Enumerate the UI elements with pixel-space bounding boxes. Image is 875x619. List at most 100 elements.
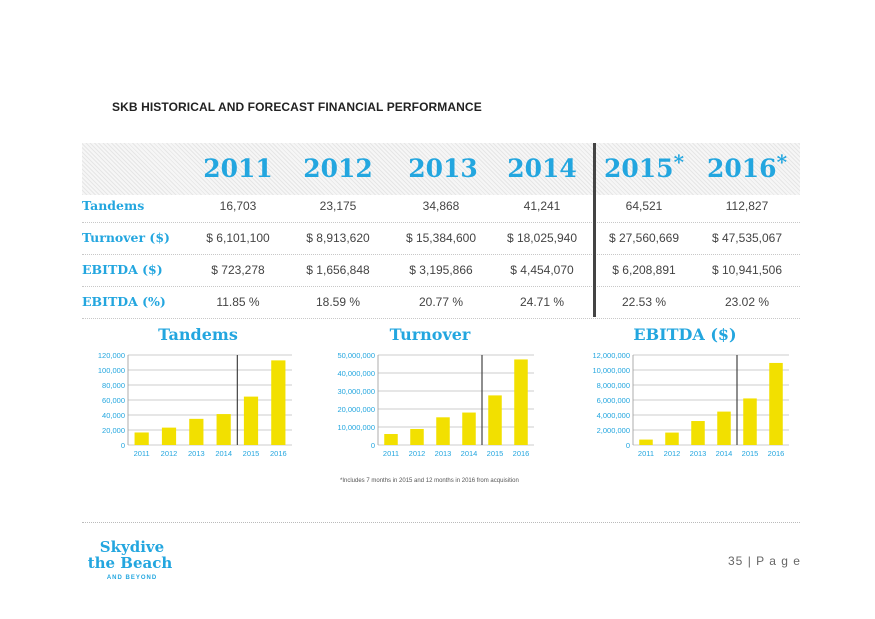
y-tick-label: 0: [626, 441, 630, 450]
row-label: Turnover ($): [82, 222, 170, 254]
turnover-chart: Turnover 0 10,000,000 20,000,000 30,000,000…: [330, 325, 530, 465]
table-cell: $ 4,454,070: [492, 254, 592, 286]
table-cell: $ 6,208,891: [594, 254, 694, 286]
logo-line2: the Beach: [88, 554, 173, 572]
y-tick-label: 8,000,000: [597, 381, 630, 390]
table-row: EBITDA ($) $ 723,278 $ 1,656,848 $ 3,195…: [82, 254, 800, 287]
table-cell: $ 723,278: [188, 254, 288, 286]
turnover-chart-plot: 0 10,000,000 20,000,000 30,000,000 40,000,00…: [330, 351, 540, 465]
year-header: 2015*: [594, 143, 694, 195]
table-cell: $ 18,025,940: [492, 222, 592, 254]
y-tick-label: 50,000,000: [337, 351, 375, 360]
chart-title: Tandems: [98, 325, 298, 344]
table-cell: 22.53 %: [594, 286, 694, 318]
y-tick-label: 0: [371, 441, 375, 450]
table-row: Tandems 16,703 23,175 34,868 41,241 64,5…: [82, 190, 800, 223]
forecast-mark: *: [674, 150, 684, 174]
year-header: 2014: [492, 143, 592, 195]
x-tick-label: 2012: [409, 449, 426, 458]
x-tick-label: 2015: [742, 449, 759, 458]
x-tick-label: 2013: [690, 449, 707, 458]
bottom-rule: [82, 522, 800, 523]
y-tick-label: 30,000,000: [337, 387, 375, 396]
year-label: 2011: [203, 154, 273, 183]
y-tick-label: 0: [121, 441, 125, 450]
table-cell: 18.59 %: [288, 286, 388, 318]
y-tick-label: 100,000: [98, 366, 125, 375]
table-cell: 34,868: [388, 190, 494, 222]
year-header: 2011: [188, 143, 288, 195]
bar-2015: [743, 398, 757, 445]
y-tick-label: 60,000: [102, 396, 125, 405]
x-tick-label: 2011: [134, 449, 150, 458]
y-tick-label: 4,000,000: [597, 411, 630, 420]
logo-line3: AND BEYOND: [107, 575, 157, 581]
y-tick-label: 20,000,000: [337, 405, 375, 414]
year-header: 2012: [288, 143, 388, 195]
row-label: Tandems: [82, 190, 144, 222]
x-tick-label: 2016: [270, 449, 287, 458]
forecast-divider: [593, 143, 596, 317]
x-tick-label: 2016: [513, 449, 530, 458]
year-label: 2012: [303, 154, 373, 183]
page-number: 35 | P a g e: [728, 554, 801, 568]
table-cell: 11.85 %: [188, 286, 288, 318]
y-tick-label: 10,000,000: [592, 366, 630, 375]
table-cell: 64,521: [594, 190, 694, 222]
forecast-mark: *: [777, 150, 787, 174]
table-cell: 16,703: [188, 190, 288, 222]
y-tick-label: 120,000: [98, 351, 125, 360]
page-number-value: 35: [728, 554, 743, 568]
table-cell: $ 1,656,848: [288, 254, 388, 286]
bar-2011: [384, 434, 398, 445]
bar-2014: [462, 413, 476, 445]
table-cell: 23,175: [288, 190, 388, 222]
bar-2014: [217, 414, 231, 445]
table-cell: 23.02 %: [694, 286, 800, 318]
x-tick-label: 2015: [487, 449, 504, 458]
bar-2013: [691, 421, 705, 445]
y-tick-label: 10,000,000: [337, 423, 375, 432]
x-tick-label: 2016: [768, 449, 785, 458]
y-tick-label: 40,000,000: [337, 369, 375, 378]
x-tick-label: 2014: [716, 449, 733, 458]
bar-2012: [665, 433, 679, 445]
page-label: | P a g e: [748, 554, 801, 568]
table-cell: $ 47,535,067: [694, 222, 800, 254]
table-cell: 112,827: [694, 190, 800, 222]
year-label: 2016: [707, 154, 777, 183]
bar-2012: [162, 428, 176, 445]
x-tick-label: 2011: [383, 449, 399, 458]
table-cell: $ 8,913,620: [288, 222, 388, 254]
y-tick-label: 6,000,000: [597, 396, 630, 405]
x-tick-label: 2013: [188, 449, 205, 458]
year-label: 2014: [507, 154, 577, 183]
tandems-chart-plot: 0 20,000 40,000 60,000 80,000 100,000 120,000 2…: [98, 351, 298, 465]
bar-2013: [436, 417, 450, 445]
ebitda-chart: EBITDA ($) 0 2,000,000 4,000,000 6,000,000 8…: [585, 325, 785, 465]
bar-2015: [488, 395, 502, 445]
bar-2016: [514, 359, 528, 445]
x-tick-label: 2012: [161, 449, 178, 458]
x-tick-label: 2013: [435, 449, 452, 458]
tandems-chart: Tandems 0 20,000 40,000 60,000 80,000 100,000…: [98, 325, 298, 465]
skydive-the-beach-logo: Skydive the Beach AND BEYOND: [82, 537, 182, 581]
table-cell: 24.71 %: [492, 286, 592, 318]
y-tick-label: 80,000: [102, 381, 125, 390]
y-tick-label: 20,000: [102, 426, 125, 435]
ebitda-chart-plot: 0 2,000,000 4,000,000 6,000,000 8,000,000 10,…: [585, 351, 795, 465]
table-row: Turnover ($) $ 6,101,100 $ 8,913,620 $ 1…: [82, 222, 800, 255]
bar-2013: [189, 419, 203, 445]
table-cell: $ 15,384,600: [388, 222, 494, 254]
table-cell: $ 10,941,506: [694, 254, 800, 286]
bar-2011: [135, 432, 149, 445]
x-tick-label: 2014: [215, 449, 232, 458]
bar-2016: [271, 360, 285, 445]
footnote: *Includes 7 months in 2015 and 12 months…: [340, 478, 519, 484]
year-header: 2016*: [694, 143, 800, 195]
page-heading: SKB HISTORICAL AND FORECAST FINANCIAL PE…: [112, 100, 482, 114]
y-tick-label: 12,000,000: [592, 351, 630, 360]
x-tick-label: 2014: [461, 449, 478, 458]
chart-title: EBITDA ($): [585, 325, 785, 344]
row-label: EBITDA (%): [82, 286, 166, 318]
